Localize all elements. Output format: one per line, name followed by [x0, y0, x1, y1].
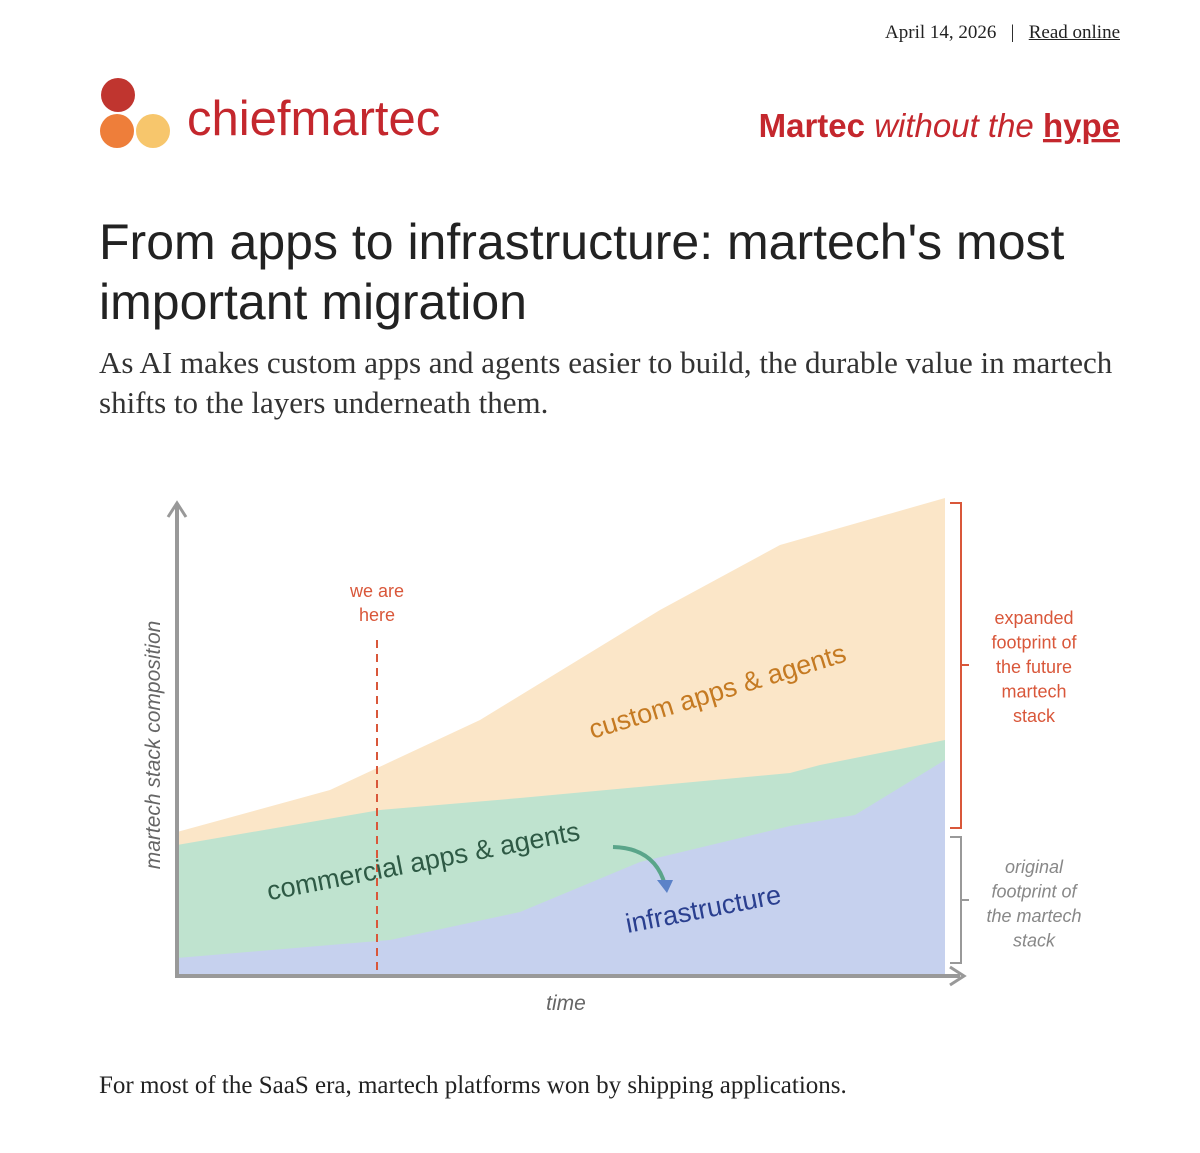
logo-dot: [100, 114, 134, 148]
bracket-label-line: footprint of: [991, 633, 1077, 653]
logo-dot: [101, 78, 135, 112]
bracket-original: [950, 836, 962, 964]
brand: chiefmartec: [187, 92, 440, 146]
x-arrow: [949, 965, 967, 987]
bracket-label-line: the martech: [986, 906, 1081, 926]
bracket-future-label: expanded footprint of the future martech sta…: [991, 608, 1077, 726]
bracket-original-label: original footprint of the martech stack: [986, 857, 1081, 951]
tagline-part: hype: [1043, 107, 1120, 144]
y-axis-label: martech stack composition: [142, 621, 165, 870]
tagline: Martec without the hype: [759, 107, 1120, 144]
paragraph: For most of the SaaS era, martech platfo…: [99, 1072, 847, 1099]
migration-arrow-head: [657, 880, 673, 893]
migration-arrow: [612, 845, 667, 886]
area-infrastructure: [177, 760, 945, 975]
bracket-future: [950, 502, 962, 829]
tagline-part: Martec: [759, 107, 865, 144]
masthead: chiefmartec Martec without the hype: [100, 78, 1120, 148]
separator: |: [1010, 22, 1015, 43]
bracket-label-line: the future: [996, 657, 1072, 677]
bracket-label-line: stack: [1013, 931, 1056, 951]
article-subtitle: As AI makes custom apps and agents easie…: [99, 345, 1113, 420]
bracket-label-line: expanded: [994, 608, 1073, 628]
bracket-label-line: stack: [1013, 706, 1056, 726]
read-online-link[interactable]: Read online: [1028, 22, 1120, 43]
logo-dot: [136, 114, 170, 148]
tagline-part: without the: [874, 107, 1034, 144]
bracket-label-line: martech: [1001, 682, 1066, 702]
marker-label: we are: [349, 581, 404, 601]
x-axis-label: time: [546, 992, 586, 1015]
marker-label: here: [359, 605, 395, 625]
article-title: From apps to infrastructure: martech's m…: [99, 214, 1065, 330]
date: April 14, 2026: [885, 22, 997, 43]
bracket-label-line: footprint of: [991, 882, 1078, 902]
header-meta: April 14, 2026 | Read online: [885, 22, 1120, 44]
figure: martech stack composition time we are he…: [142, 498, 1082, 1015]
bracket-label-line: original: [1005, 857, 1064, 877]
y-arrow: [166, 500, 188, 518]
